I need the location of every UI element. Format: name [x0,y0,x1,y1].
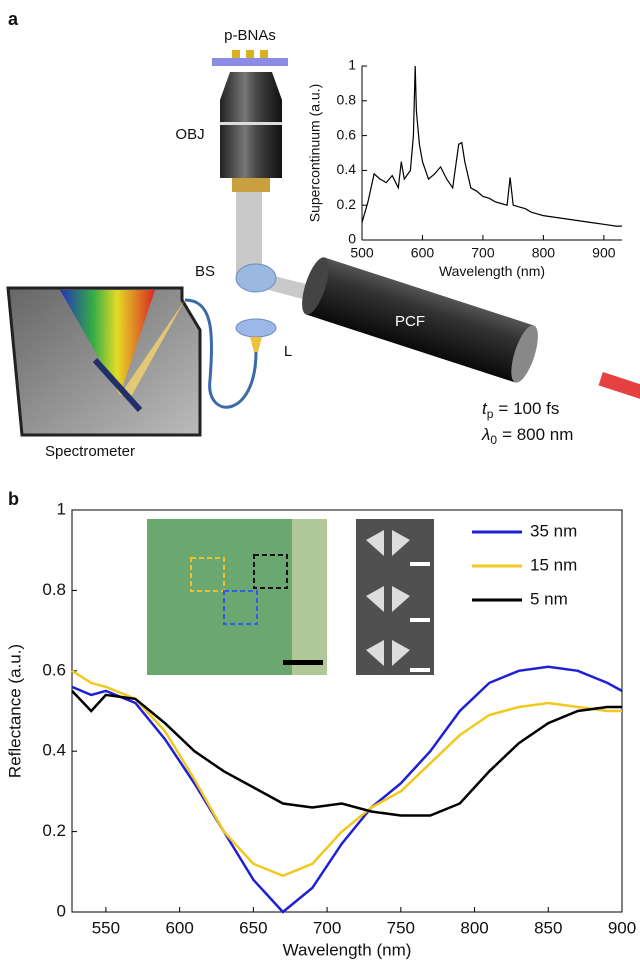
sample [260,50,268,58]
x-tick-label: 750 [387,918,415,937]
scale-bar [283,660,323,665]
x-tick-label: 550 [92,918,120,937]
y-tick-label: 1 [57,499,66,518]
subscript: p [487,407,494,421]
text: = 100 fs [498,399,559,418]
x-axis-title: Wavelength (nm) [439,263,545,279]
y-tick-label: 0.6 [42,660,66,679]
x-tick-label: 600 [411,245,435,261]
y-tick-label: 0.4 [337,161,357,177]
sample [246,50,254,58]
objective-ring [220,122,282,125]
label: p-BNAs [224,27,276,44]
x-axis-title: Wavelength (nm) [283,941,412,960]
objective-ring [232,178,270,192]
y-axis-title: Reflectance (a.u.) [5,644,24,778]
symbol: λ [481,425,490,444]
panel-a-diagram [8,50,640,435]
y-tick-label: 1 [348,57,356,73]
label: PCF [395,313,425,330]
y-tick-label: 0 [57,901,66,920]
x-tick-label: 700 [471,245,495,261]
y-tick-label: 0.6 [337,126,357,142]
beam-splitter [236,264,276,292]
label: L [284,343,292,360]
y-tick-label: 0 [348,231,356,247]
label: BS [195,263,215,280]
figure: a p-BNAs OBJ BS L PCF Spectrometer tp= 1… [0,0,640,969]
x-tick-label: 650 [239,918,267,937]
optical-image [292,519,327,675]
y-tick-label: 0.8 [337,92,357,108]
x-tick-label: 700 [313,918,341,937]
beam [250,337,262,352]
panel-label: b [8,489,19,509]
objective [220,100,282,178]
scale-bar [410,618,430,622]
y-tick-label: 0.4 [42,741,66,760]
sample [232,50,240,58]
panel-label: a [8,9,19,29]
slide [212,58,288,66]
x-tick-label: 500 [350,245,374,261]
y-tick-label: 0.8 [42,580,66,599]
scale-bar [410,562,430,566]
objective [220,72,282,100]
data-line [72,671,622,876]
label: OBJ [175,126,204,143]
y-tick-label: 0.2 [42,821,66,840]
x-tick-label: 850 [534,918,562,937]
laser-beam [599,372,640,407]
x-tick-label: 900 [592,245,616,261]
x-tick-label: 900 [608,918,636,937]
y-tick-label: 0.2 [337,196,357,212]
pulse-parameter: λ0 = 800 nm [481,425,573,447]
x-tick-label: 800 [460,918,488,937]
label: Spectrometer [45,443,135,460]
scale-bar [410,668,430,672]
pulse-parameter: tp= 100 fs [482,399,559,421]
legend-label: 15 nm [530,555,577,574]
fiber [297,254,640,428]
y-axis-title: Supercontinuum (a.u.) [307,84,323,223]
legend-label: 5 nm [530,589,568,608]
lens [236,319,276,337]
subscript: 0 [490,433,497,447]
legend-label: 35 nm [530,521,577,540]
data-line [362,66,622,226]
x-tick-label: 600 [165,918,193,937]
text: = 800 nm [502,425,573,444]
data-line [72,691,622,816]
x-tick-label: 800 [532,245,556,261]
inset-images [147,519,434,675]
